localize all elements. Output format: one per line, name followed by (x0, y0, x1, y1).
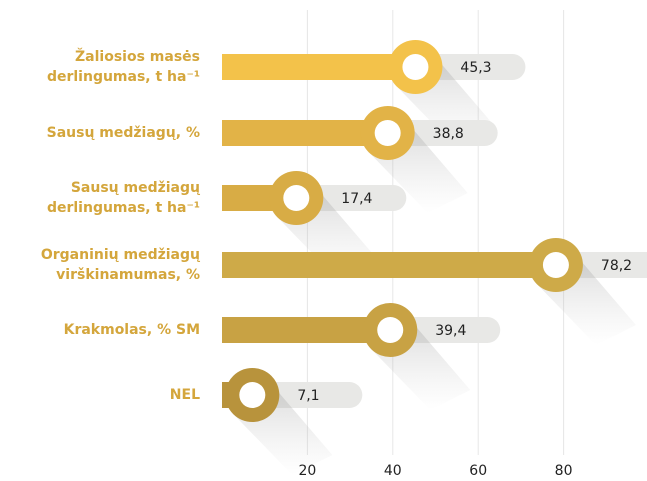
category-label: Žaliosios masės (75, 48, 200, 65)
marker-hole (377, 317, 404, 343)
x-tick-label: 40 (384, 463, 402, 479)
category-label: virškinamumas, % (56, 267, 200, 283)
category-label: Sausų medžiagų (71, 180, 201, 196)
value-label: 7,1 (297, 388, 319, 404)
value-label: 78,2 (601, 258, 632, 274)
marker-hole (374, 120, 401, 146)
value-label: 17,4 (341, 191, 372, 207)
marker-hole (542, 252, 569, 278)
value-label: 45,3 (460, 60, 491, 76)
marker-hole (239, 382, 266, 408)
marker-hole (402, 54, 429, 80)
category-label: derlingumas, t ha⁻¹ (47, 69, 200, 85)
category-label: NEL (170, 387, 200, 403)
x-tick-label: 80 (555, 463, 573, 479)
value-label: 38,8 (433, 126, 464, 142)
x-tick-label: 60 (469, 463, 487, 479)
category-label: Organinių medžiagų (41, 247, 201, 263)
category-label: Krakmolas, % SM (64, 322, 200, 338)
bar (222, 54, 416, 80)
category-label: derlingumas, t ha⁻¹ (47, 200, 200, 216)
category-label: Sausų medžiagų, % (47, 125, 200, 141)
bar (222, 317, 391, 343)
bar (222, 252, 556, 278)
marker-hole (283, 185, 310, 211)
bar (222, 120, 388, 146)
value-label: 39,4 (435, 323, 466, 339)
